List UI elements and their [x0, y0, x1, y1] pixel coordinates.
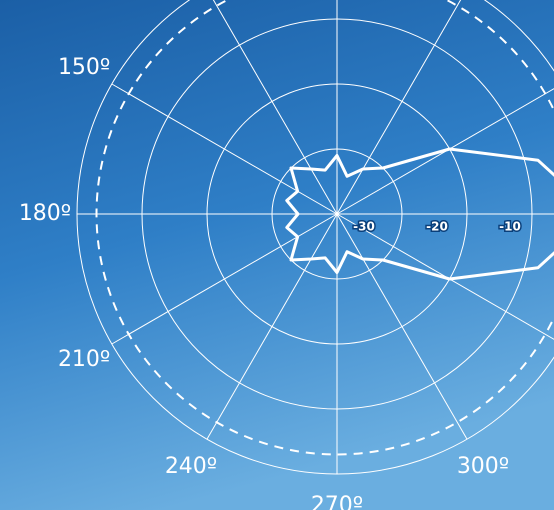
grid-ring [206, 83, 468, 345]
angle-label: 270º [311, 493, 363, 510]
r-tick-label: -30 [353, 220, 375, 234]
grid-ring [271, 148, 403, 280]
radiation-pattern [285, 147, 554, 281]
angle-label: 180º [19, 201, 71, 226]
angle-label: 240º [165, 454, 217, 479]
angle-label: 300º [457, 454, 509, 479]
r-tick-label: -10 [499, 220, 521, 234]
grid-ring [141, 18, 533, 410]
r-tick-label: -20 [426, 220, 448, 234]
angle-label: 210º [58, 347, 110, 372]
angle-label: 150º [58, 55, 110, 80]
plot-area: -30-20-1060º150º180º210º240º270º300º [19, 0, 554, 510]
